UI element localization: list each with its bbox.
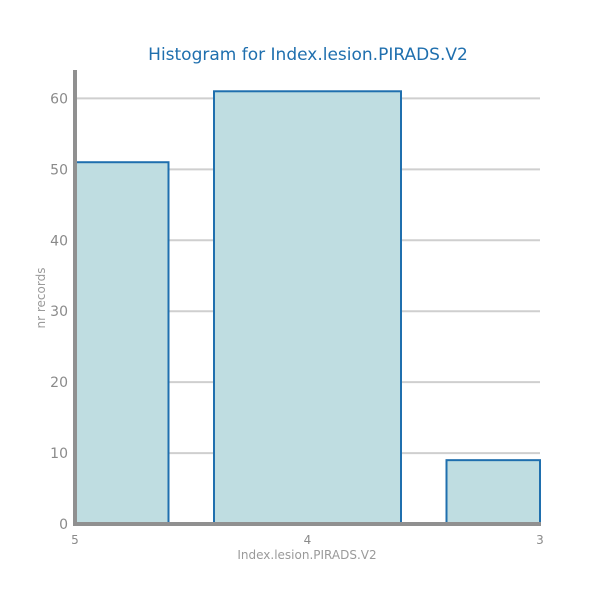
x-tick-label: 5 xyxy=(71,533,79,547)
bar-4 xyxy=(213,90,402,525)
bar-5 xyxy=(74,161,170,525)
y-tick-label: 0 xyxy=(59,517,68,533)
y-tick-label: 60 xyxy=(50,91,68,107)
y-tick-label: 40 xyxy=(50,233,68,249)
y-tick-label: 30 xyxy=(50,304,68,320)
chart-title: Histogram for Index.lesion.PIRADS.V2 xyxy=(148,45,468,65)
x-axis-label: Index.lesion.PIRADS.V2 xyxy=(237,548,376,562)
x-tick-labels: 5 4 3 xyxy=(71,533,544,547)
y-tick-label: 10 xyxy=(50,446,68,462)
bars xyxy=(74,90,541,525)
y-axis-label: nr records xyxy=(34,268,48,329)
y-tick-label: 50 xyxy=(50,162,68,178)
y-tick-label: 20 xyxy=(50,375,68,391)
y-tick-labels: 0 10 20 30 40 50 60 xyxy=(50,91,68,533)
bar-3 xyxy=(445,459,541,525)
x-tick-label: 3 xyxy=(536,533,544,547)
x-tick-label: 4 xyxy=(304,533,312,547)
